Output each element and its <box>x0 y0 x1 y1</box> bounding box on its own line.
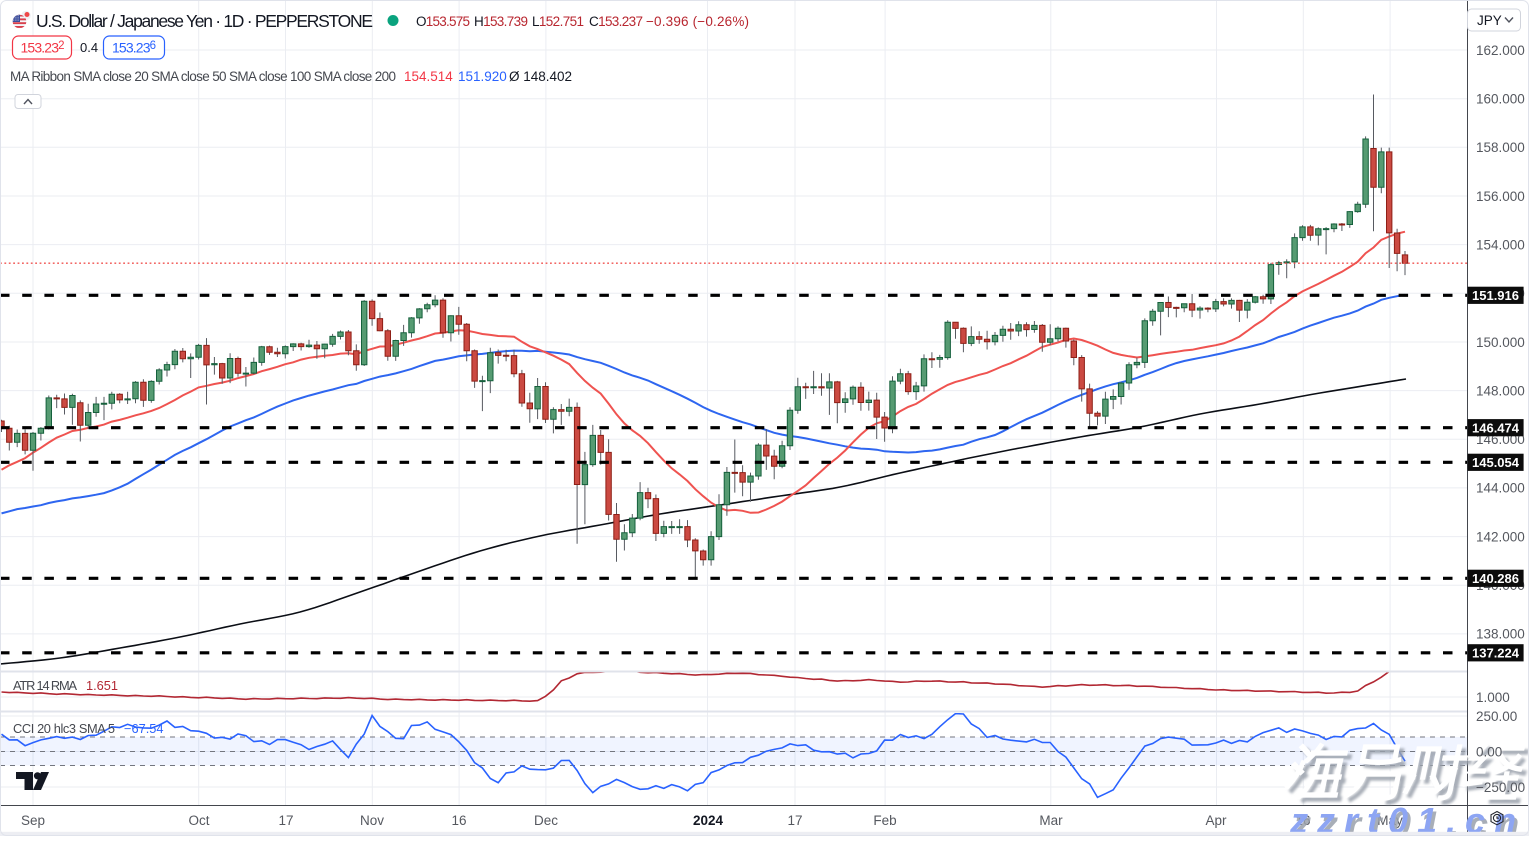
svg-text:MA Ribbon SMA close 20 SMA clo: MA Ribbon SMA close 20 SMA close 50 SMA … <box>10 69 396 84</box>
svg-text:151.916: 151.916 <box>1472 288 1519 303</box>
svg-text:H153.739: H153.739 <box>474 14 528 29</box>
svg-text:ATR 14 RMA: ATR 14 RMA <box>13 678 77 693</box>
svg-text:137.224: 137.224 <box>1472 646 1520 661</box>
svg-text:Dec: Dec <box>534 813 558 828</box>
svg-text:Nov: Nov <box>360 813 384 828</box>
svg-text:160.000: 160.000 <box>1476 92 1525 107</box>
svg-text:2024: 2024 <box>693 813 724 828</box>
svg-text:154.000: 154.000 <box>1476 237 1525 252</box>
svg-text:1.651: 1.651 <box>86 678 118 693</box>
svg-text:1.000: 1.000 <box>1476 690 1510 705</box>
svg-text:zzrt01.cn: zzrt01.cn <box>1289 800 1525 836</box>
svg-text:Oct: Oct <box>188 813 209 828</box>
svg-text:250.00: 250.00 <box>1476 709 1517 724</box>
svg-text:144.000: 144.000 <box>1476 481 1525 496</box>
svg-text:Apr: Apr <box>1205 813 1227 828</box>
svg-text:May: May <box>1377 813 1403 828</box>
svg-text:Mar: Mar <box>1039 813 1063 828</box>
svg-text:145.054: 145.054 <box>1472 455 1520 470</box>
svg-text:151.920: 151.920 <box>458 69 507 84</box>
svg-text:153.232: 153.232 <box>21 40 65 56</box>
svg-text:16: 16 <box>451 813 466 828</box>
svg-text:140.286: 140.286 <box>1472 571 1519 586</box>
svg-text:Feb: Feb <box>873 813 896 828</box>
svg-text:0.00: 0.00 <box>1476 744 1502 759</box>
svg-text:Ø 148.402: Ø 148.402 <box>509 69 572 84</box>
svg-text:17: 17 <box>278 813 293 828</box>
svg-text:−0.396 (−0.26%): −0.396 (−0.26%) <box>646 14 749 29</box>
svg-text:−67.54: −67.54 <box>124 721 164 736</box>
svg-text:162.000: 162.000 <box>1476 43 1525 58</box>
svg-text:JPY: JPY <box>1477 13 1502 28</box>
svg-text:C153.237: C153.237 <box>589 14 643 29</box>
svg-text:U.S. Dollar / Japanese Yen · 1: U.S. Dollar / Japanese Yen · 1D · PEPPER… <box>36 11 373 31</box>
svg-text:150.000: 150.000 <box>1476 335 1525 350</box>
svg-text:0.4: 0.4 <box>80 40 98 55</box>
svg-text:O153.575: O153.575 <box>416 14 470 29</box>
svg-text:Sep: Sep <box>21 813 45 828</box>
svg-text:−250.00: −250.00 <box>1476 780 1525 795</box>
svg-text:142.000: 142.000 <box>1476 529 1525 544</box>
svg-text:154.514: 154.514 <box>404 69 453 84</box>
svg-text:17: 17 <box>787 813 802 828</box>
svg-text:153.236: 153.236 <box>112 40 156 56</box>
svg-text:16: 16 <box>1295 813 1310 828</box>
svg-text:CCI 20 hlc3 SMA 5: CCI 20 hlc3 SMA 5 <box>13 721 115 736</box>
svg-text:158.000: 158.000 <box>1476 140 1525 155</box>
svg-text:138.000: 138.000 <box>1476 627 1525 642</box>
svg-text:156.000: 156.000 <box>1476 189 1525 204</box>
svg-text:148.000: 148.000 <box>1476 383 1525 398</box>
svg-text:L152.751: L152.751 <box>532 14 584 29</box>
svg-text:146.474: 146.474 <box>1472 421 1520 436</box>
